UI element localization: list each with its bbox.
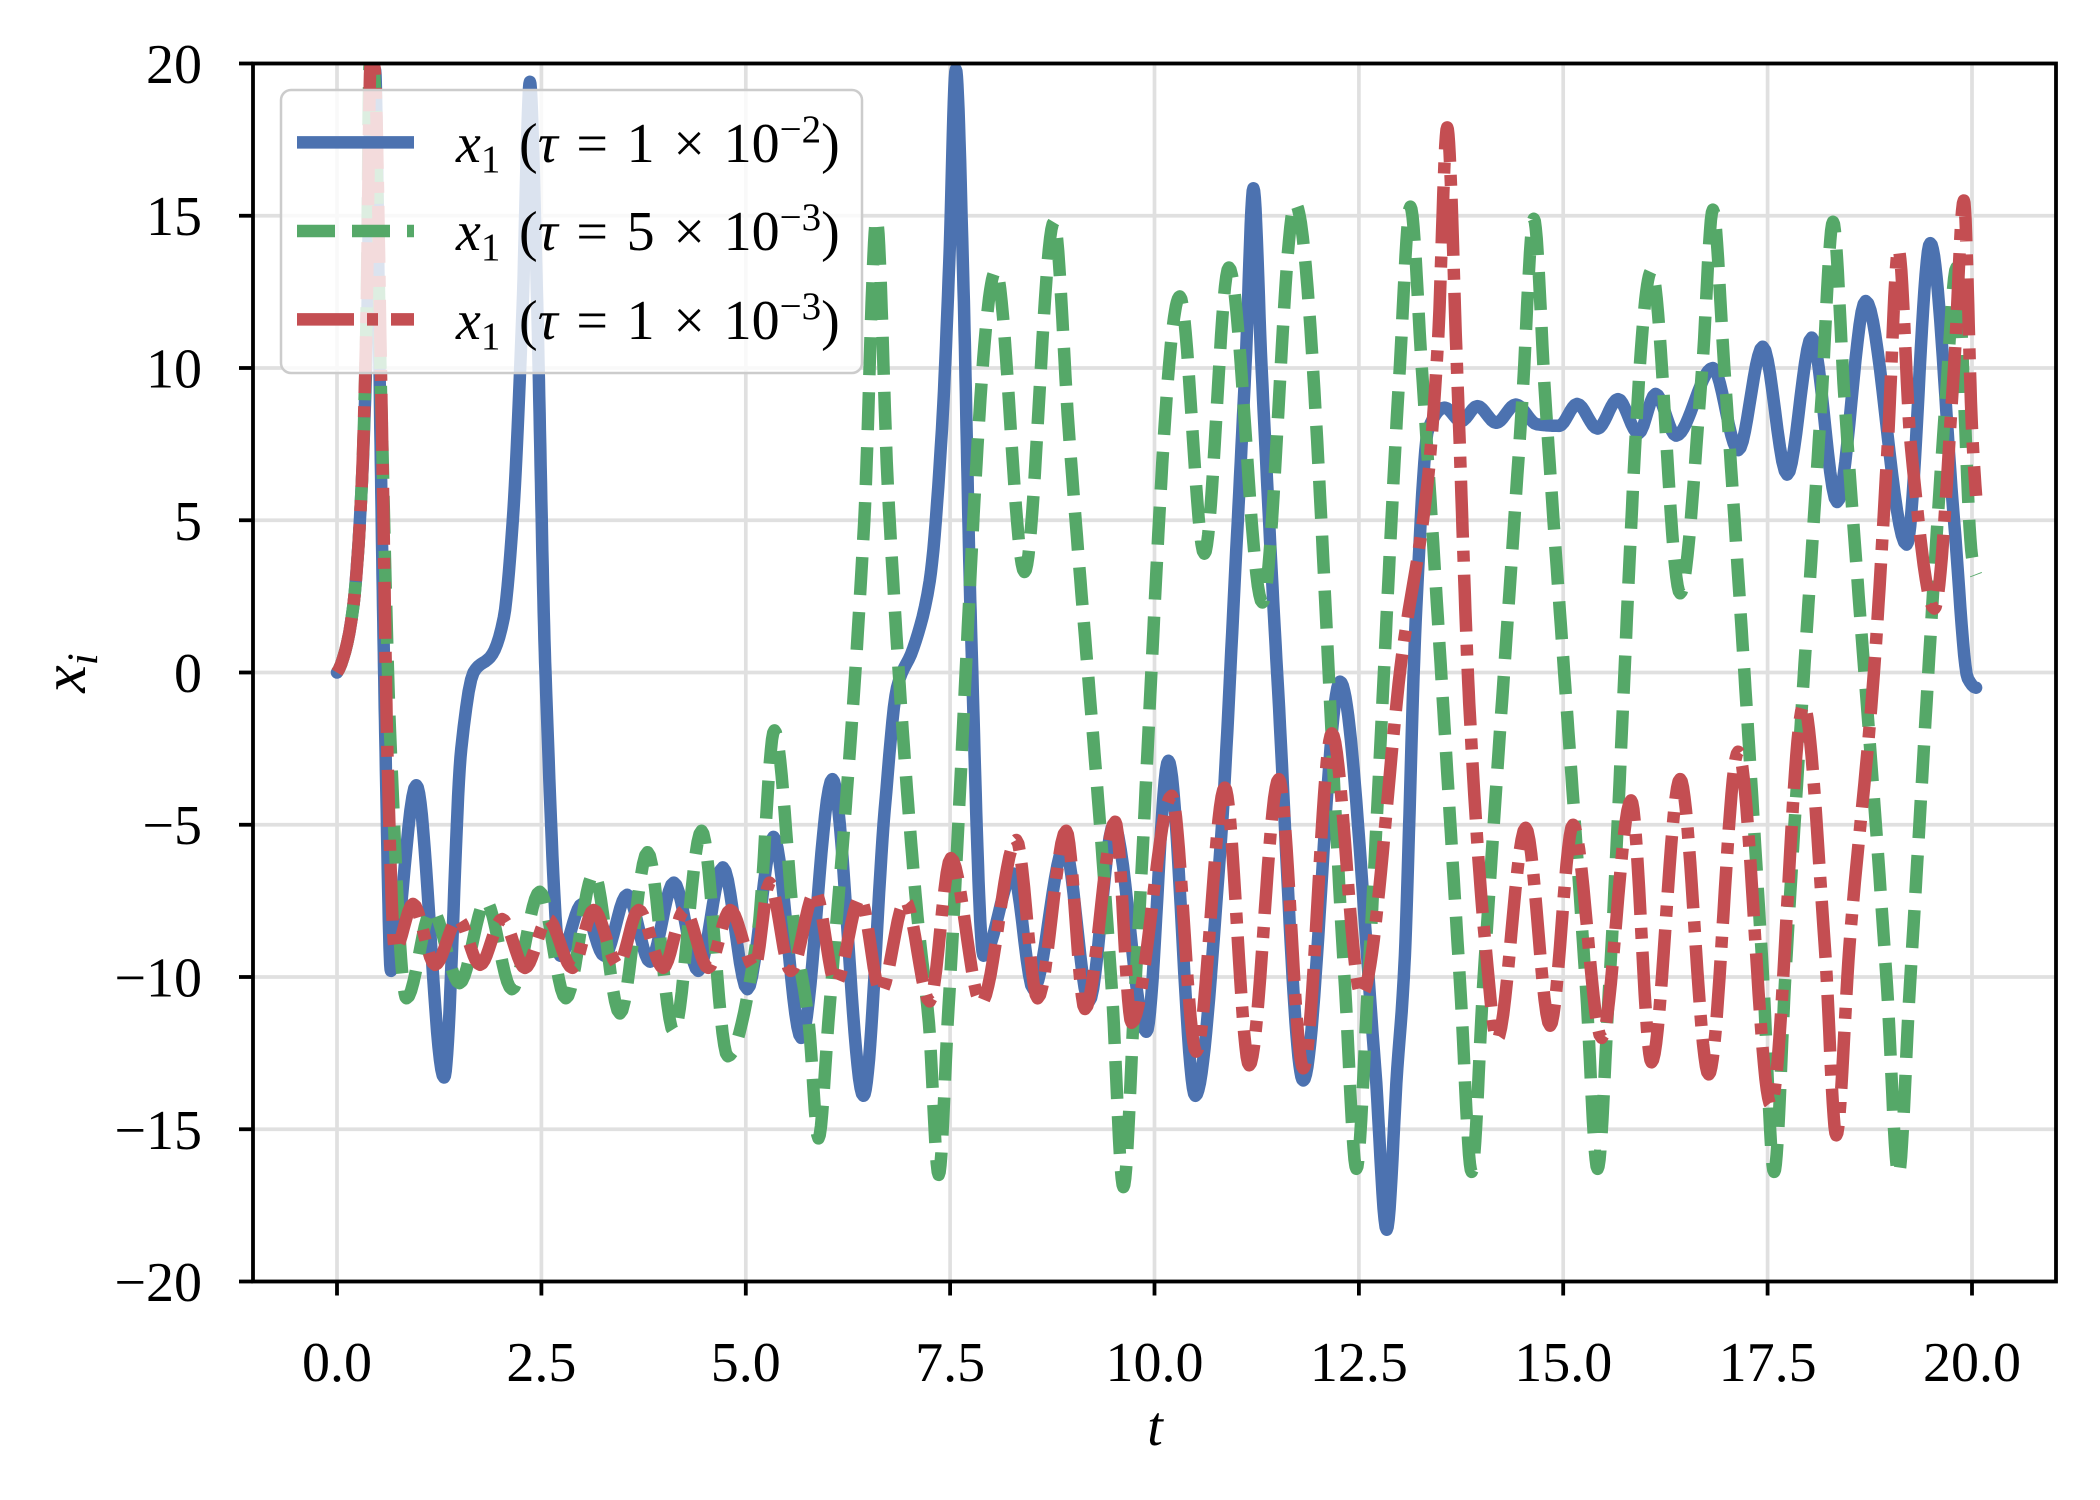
- svg-text:5.0: 5.0: [711, 1332, 781, 1394]
- svg-text:10.0: 10.0: [1106, 1332, 1204, 1394]
- svg-text:x1 (τ = 5 × 10−3): x1 (τ = 5 × 10−3): [455, 196, 840, 269]
- svg-text:15.0: 15.0: [1514, 1332, 1612, 1394]
- svg-text:0.0: 0.0: [302, 1332, 372, 1394]
- svg-text:7.5: 7.5: [915, 1332, 985, 1394]
- svg-text:−20: −20: [114, 1252, 202, 1314]
- svg-text:20.0: 20.0: [1923, 1332, 2021, 1394]
- svg-text:xi: xi: [31, 653, 107, 693]
- svg-text:x1 (τ = 1 × 10−3): x1 (τ = 1 × 10−3): [455, 285, 840, 358]
- svg-text:17.5: 17.5: [1719, 1332, 1817, 1394]
- svg-text:2.5: 2.5: [506, 1332, 576, 1394]
- svg-text:12.5: 12.5: [1310, 1332, 1408, 1394]
- svg-text:t: t: [1147, 1396, 1164, 1458]
- svg-text:20: 20: [146, 34, 202, 96]
- svg-text:0: 0: [174, 643, 202, 705]
- svg-text:−15: −15: [114, 1100, 202, 1162]
- svg-text:5: 5: [174, 491, 202, 553]
- svg-text:x1 (τ = 1 × 10−2): x1 (τ = 1 × 10−2): [455, 108, 840, 181]
- svg-text:15: 15: [146, 186, 202, 248]
- svg-text:10: 10: [146, 339, 202, 401]
- svg-text:−10: −10: [114, 948, 202, 1010]
- svg-text:−5: −5: [142, 795, 202, 857]
